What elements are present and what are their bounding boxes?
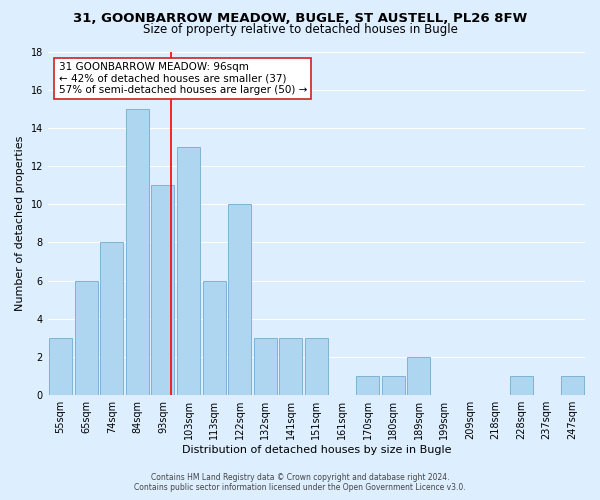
Bar bbox=[407, 357, 430, 395]
Bar bbox=[560, 376, 584, 395]
Bar bbox=[100, 242, 123, 395]
Bar bbox=[74, 280, 98, 395]
Bar bbox=[382, 376, 404, 395]
Bar bbox=[49, 338, 72, 395]
Bar bbox=[509, 376, 533, 395]
Bar bbox=[151, 185, 175, 395]
Text: 31 GOONBARROW MEADOW: 96sqm
← 42% of detached houses are smaller (37)
57% of sem: 31 GOONBARROW MEADOW: 96sqm ← 42% of det… bbox=[59, 62, 307, 95]
Bar bbox=[228, 204, 251, 395]
Bar bbox=[126, 109, 149, 395]
Text: Size of property relative to detached houses in Bugle: Size of property relative to detached ho… bbox=[143, 22, 457, 36]
Bar bbox=[203, 280, 226, 395]
Text: 31, GOONBARROW MEADOW, BUGLE, ST AUSTELL, PL26 8FW: 31, GOONBARROW MEADOW, BUGLE, ST AUSTELL… bbox=[73, 12, 527, 26]
X-axis label: Distribution of detached houses by size in Bugle: Distribution of detached houses by size … bbox=[182, 445, 451, 455]
Bar bbox=[356, 376, 379, 395]
Bar bbox=[254, 338, 277, 395]
Bar bbox=[280, 338, 302, 395]
Bar bbox=[177, 147, 200, 395]
Bar bbox=[305, 338, 328, 395]
Y-axis label: Number of detached properties: Number of detached properties bbox=[15, 136, 25, 311]
Text: Contains HM Land Registry data © Crown copyright and database right 2024.
Contai: Contains HM Land Registry data © Crown c… bbox=[134, 473, 466, 492]
